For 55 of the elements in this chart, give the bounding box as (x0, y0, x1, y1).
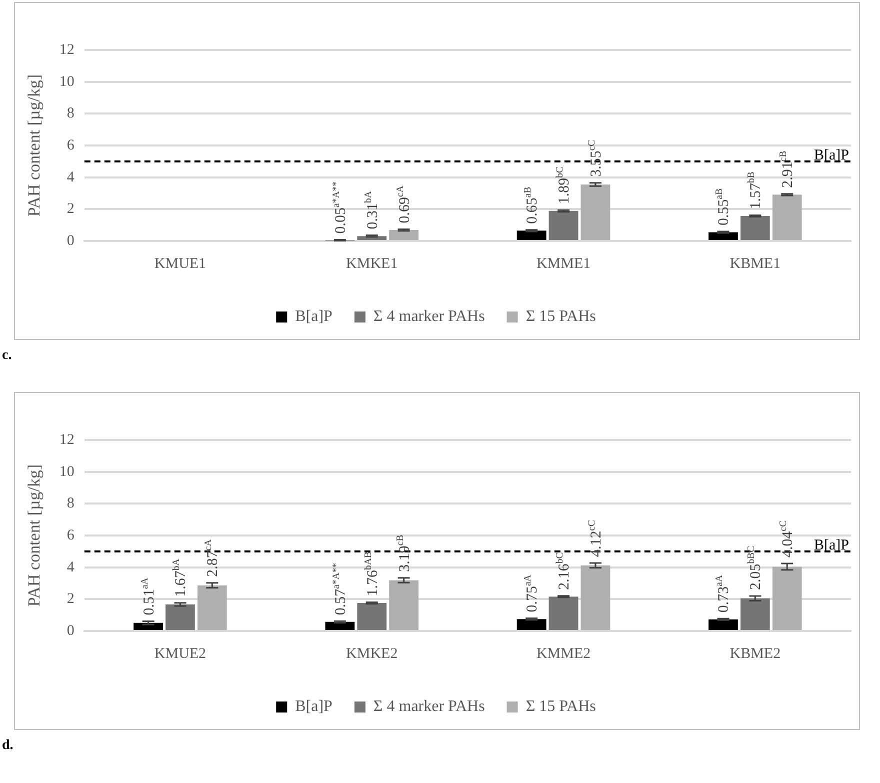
y-tick-label: 8 (66, 496, 74, 512)
data-label: 1.76bAB (362, 551, 381, 596)
x-tick-label: KBME2 (730, 646, 781, 662)
data-label: 2.87cA (203, 539, 222, 577)
data-label: 1.89bC (554, 166, 573, 204)
data-label: 0.69cA (394, 186, 413, 224)
y-tick-label: 0 (66, 232, 74, 249)
x-tick-label: KMUE1 (154, 256, 206, 272)
legend-label: Σ 4 marker PAHs (373, 698, 485, 716)
data-label: 0.05a*A** (330, 181, 349, 234)
legend-label: Σ 4 marker PAHs (373, 308, 485, 326)
data-label: 2.16bC (554, 552, 573, 590)
y-tick-label: 4 (66, 559, 75, 576)
data-label: 0.73aA (714, 574, 732, 613)
data-label: 4.12cC (586, 520, 604, 558)
text: d. (2, 738, 14, 754)
y-tick-label: 12 (59, 432, 74, 448)
y-tick-label: 6 (66, 137, 75, 154)
ref-line-label: B[a]P (814, 147, 850, 164)
y-tick-label: 10 (59, 74, 74, 90)
y-tick-label: 6 (66, 527, 75, 544)
data-label: 3.55cC (586, 140, 604, 177)
text: c. (2, 348, 12, 364)
data-label: 0.57a*A** (330, 562, 349, 616)
y-axis-title: PAH content [µg/kg] (24, 74, 44, 217)
y-tick-label: 2 (66, 591, 74, 608)
x-tick-label: KMKE2 (346, 646, 398, 662)
data-label: 0.31bA (362, 191, 381, 230)
legend-label: B[a]P (295, 698, 333, 716)
legend-label: Σ 15 PAHs (526, 308, 596, 326)
data-label: 0.55aB (714, 188, 732, 226)
y-tick-label: 12 (59, 42, 74, 58)
x-tick-label: KMUE2 (154, 646, 206, 662)
x-tick-label: KBME1 (730, 256, 781, 272)
y-tick-label: 8 (66, 106, 74, 122)
y-tick-label: 4 (66, 169, 75, 186)
data-label: 2.91cB (778, 150, 796, 188)
legend-label: B[a]P (295, 308, 333, 326)
y-tick-label: 2 (66, 201, 74, 218)
data-label: 1.57bB (746, 171, 764, 210)
data-label: 4.04cC (778, 520, 796, 558)
data-label: 0.51aA (139, 578, 158, 616)
data-label: 0.75aA (522, 574, 541, 612)
legend-label: Σ 15 PAHs (526, 698, 596, 716)
data-label: 1.67bA (171, 558, 190, 597)
y-axis-title: PAH content [µg/kg] (24, 464, 44, 607)
ref-line-label: B[a]P (814, 537, 850, 554)
x-tick-label: KMME2 (536, 646, 591, 662)
data-label: 3.19cB (394, 534, 413, 572)
y-tick-label: 0 (66, 622, 74, 639)
y-tick-label: 10 (59, 464, 74, 480)
data-label: 0.65aB (522, 186, 541, 224)
x-tick-label: KMME1 (536, 256, 591, 272)
x-tick-label: KMKE1 (346, 256, 398, 272)
data-label: 2.05bBC (746, 546, 764, 590)
